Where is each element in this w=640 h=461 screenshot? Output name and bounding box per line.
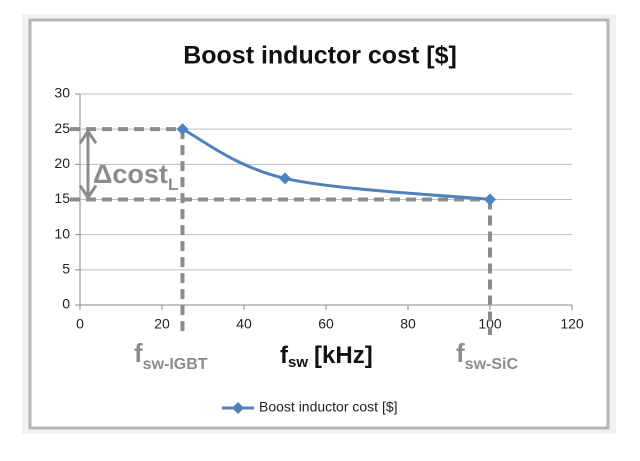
x-tick-label: 0: [76, 316, 84, 332]
annotation: fsw-IGBT: [134, 338, 208, 373]
point-marker: [279, 172, 291, 185]
x-tick-label: 120: [560, 316, 584, 332]
y-tick-label: 5: [62, 261, 70, 277]
legend-label: Boost inductor cost [$]: [259, 399, 398, 415]
x-tick-label: 20: [154, 316, 170, 332]
y-tick-label: 30: [54, 85, 70, 101]
x-tick-label: 80: [400, 316, 416, 332]
x-tick-label: 40: [236, 316, 252, 332]
y-tick-label: 20: [54, 155, 70, 171]
x-axis-label: fsw [kHz]: [280, 342, 373, 371]
y-tick-label: 0: [62, 296, 70, 312]
y-tick-label: 15: [54, 190, 70, 206]
y-tick-label: 25: [54, 120, 70, 136]
frame: [28, 18, 610, 430]
chart-title: Boost inductor cost [$]: [183, 42, 457, 70]
x-tick-label: 60: [318, 316, 334, 332]
point-marker: [176, 123, 189, 136]
series-line: [181, 127, 491, 201]
y-tick-label: 10: [54, 225, 70, 241]
legend-marker: [232, 402, 244, 414]
x-tick-label: 100: [478, 316, 502, 332]
arrow-head: [78, 184, 98, 201]
point-marker: [484, 193, 496, 206]
annotation: fsw-SiC: [456, 338, 518, 373]
arrow-head: [78, 128, 98, 144]
